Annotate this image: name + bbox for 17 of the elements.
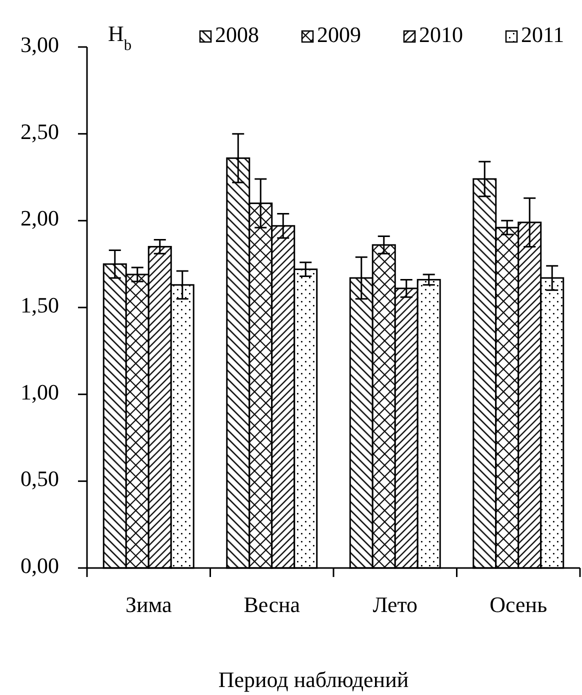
x-tick-label: Лето bbox=[372, 592, 418, 617]
legend-label: 2011 bbox=[521, 22, 564, 48]
y-tick-label: 3,00 bbox=[20, 32, 59, 58]
legend-label: 2010 bbox=[419, 22, 463, 48]
y-tick-label: 0,50 bbox=[20, 466, 59, 492]
y-tick-label: 1,50 bbox=[20, 292, 59, 318]
y-tick-label: 2,00 bbox=[20, 206, 59, 231]
y-tick-label: 1,00 bbox=[20, 379, 59, 404]
legend-label: 2008 bbox=[215, 22, 259, 48]
legend-label: 2009 bbox=[317, 22, 361, 48]
y-tick-label: 2,50 bbox=[20, 118, 59, 144]
x-axis-title: Период наблюдений bbox=[218, 667, 409, 692]
y-tick-label: 0,00 bbox=[20, 553, 59, 578]
x-tick-label: Весна bbox=[244, 592, 300, 617]
y-axis-title: H$_{b}$ bbox=[108, 21, 132, 54]
x-tick-label: Зима bbox=[125, 592, 172, 617]
x-tick-label: Осень bbox=[490, 592, 548, 617]
